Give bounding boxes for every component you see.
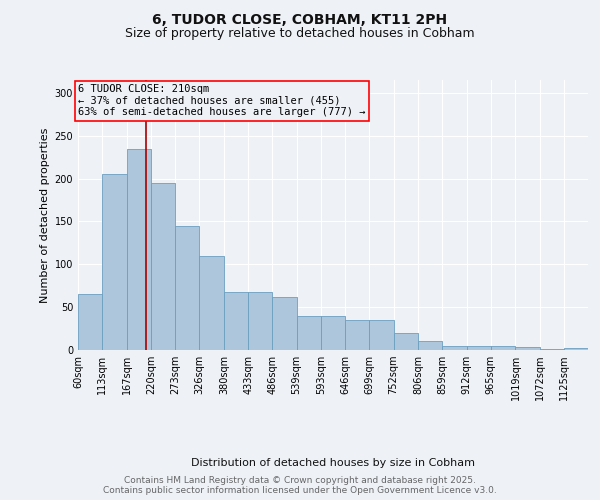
Text: 6 TUDOR CLOSE: 210sqm
← 37% of detached houses are smaller (455)
63% of semi-det: 6 TUDOR CLOSE: 210sqm ← 37% of detached … xyxy=(79,84,366,117)
Bar xyxy=(346,320,370,350)
Text: Size of property relative to detached houses in Cobham: Size of property relative to detached ho… xyxy=(125,28,475,40)
Bar xyxy=(224,292,248,350)
Bar xyxy=(515,346,539,350)
Bar xyxy=(539,349,564,350)
Bar xyxy=(564,348,588,350)
Bar xyxy=(491,346,515,350)
Bar xyxy=(272,297,296,350)
Bar xyxy=(370,320,394,350)
Bar xyxy=(102,174,127,350)
Text: Distribution of detached houses by size in Cobham: Distribution of detached houses by size … xyxy=(191,458,475,468)
Bar xyxy=(127,148,151,350)
Bar xyxy=(199,256,224,350)
Bar xyxy=(248,292,272,350)
Text: Contains HM Land Registry data © Crown copyright and database right 2025.
Contai: Contains HM Land Registry data © Crown c… xyxy=(103,476,497,495)
Bar xyxy=(467,346,491,350)
Bar xyxy=(151,183,175,350)
Bar xyxy=(296,316,321,350)
Bar xyxy=(78,294,102,350)
Bar xyxy=(321,316,346,350)
Text: 6, TUDOR CLOSE, COBHAM, KT11 2PH: 6, TUDOR CLOSE, COBHAM, KT11 2PH xyxy=(152,12,448,26)
Bar xyxy=(175,226,199,350)
Bar xyxy=(442,346,467,350)
Bar xyxy=(418,342,442,350)
Bar xyxy=(394,333,418,350)
Y-axis label: Number of detached properties: Number of detached properties xyxy=(40,128,50,302)
